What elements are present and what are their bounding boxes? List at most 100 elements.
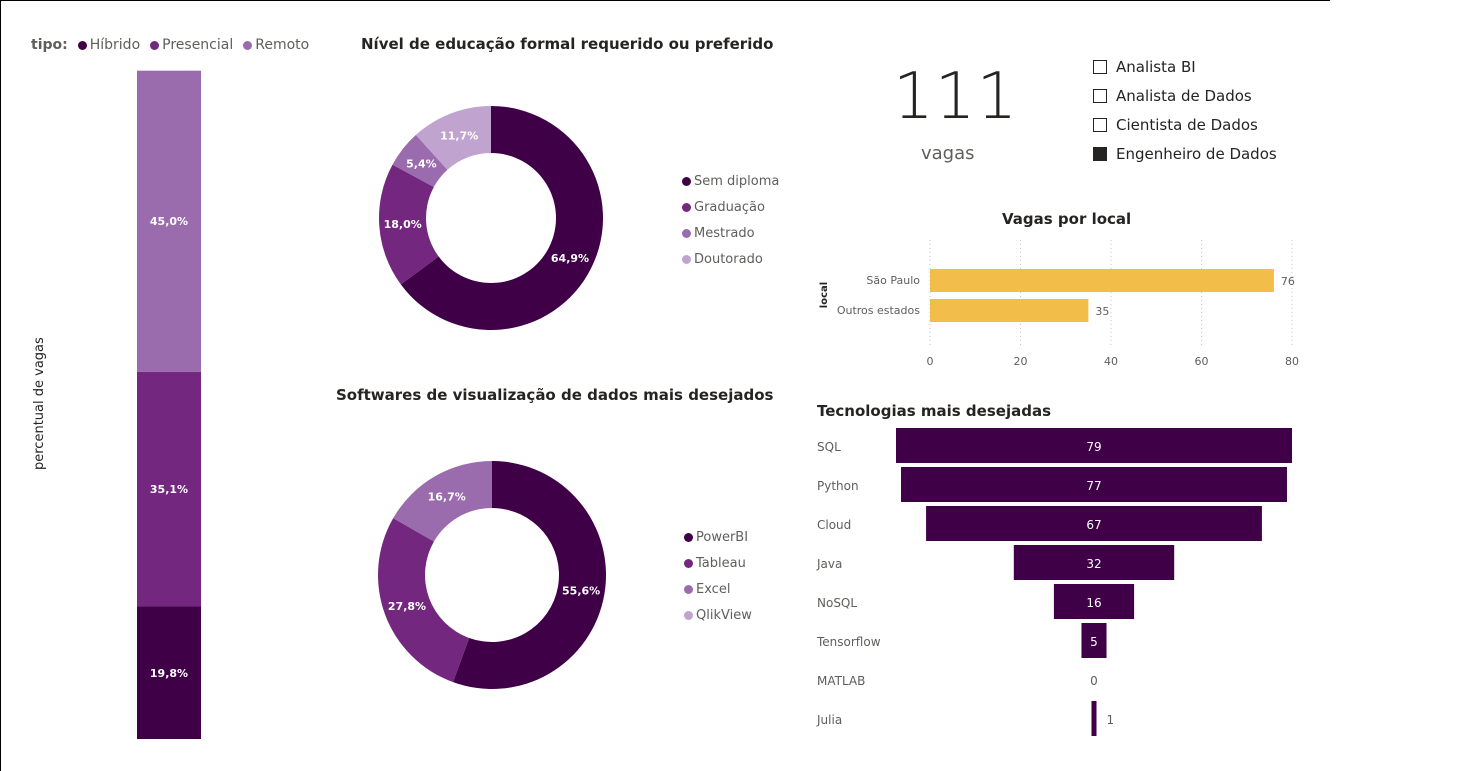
funnel-data-label: 67 [1086, 518, 1101, 532]
legend-item-mestrado[interactable]: Mestrado [682, 226, 779, 241]
funnel-category-label: Tensorflow [816, 635, 881, 649]
legend-item-presencial[interactable]: Presencial [150, 37, 233, 53]
y-axis-title: local [819, 282, 830, 308]
education-legend: Sem diploma Graduação Mestrado Doutorado [682, 174, 783, 278]
legend-label: Presencial [162, 37, 234, 53]
checkbox[interactable] [1093, 88, 1107, 103]
bar-data-label: 35 [1095, 305, 1109, 318]
funnel-bar [926, 506, 1262, 541]
funnel-category-label: Cloud [817, 518, 851, 532]
legend-dot [243, 40, 253, 50]
donut-slice-sem-diploma [400, 106, 603, 330]
legend-item-excel[interactable]: Excel [684, 582, 752, 597]
funnel-data-label: 77 [1086, 479, 1101, 493]
legend-item-doutorado[interactable]: Doutorado [682, 252, 779, 267]
donut-slice-excel [393, 461, 492, 542]
kpi-label: vagas [921, 143, 975, 164]
donut-data-label: 11,7% [440, 129, 478, 142]
funnel-category-label: MATLAB [817, 674, 865, 688]
funnel-data-label: 0 [1090, 674, 1098, 688]
donut-data-label: 5,4% [406, 157, 437, 170]
funnel-category-label: Julia [816, 713, 842, 727]
software-chart-title: Softwares de visualização de dados mais … [336, 386, 774, 404]
legend-label: Híbrido [89, 37, 141, 53]
checkbox[interactable] [1093, 146, 1107, 161]
checkbox[interactable] [1093, 59, 1107, 74]
slicer-label: Cientista de Dados [1116, 115, 1258, 134]
software-donut-chart: 55,6% 27,8% 16,7% [378, 461, 606, 689]
legend-dot [682, 229, 691, 238]
funnel-bar [1081, 623, 1107, 658]
slicer-item-analista-bi[interactable]: Analista BI [1093, 52, 1277, 81]
bar-data-label: 76 [1281, 275, 1295, 288]
legend-label: Excel [696, 582, 731, 597]
funnel-bar [1053, 584, 1135, 619]
education-donut-chart: 64,9% 18,0% 5,4% 11,7% [379, 106, 603, 330]
y-tick-label: São Paulo [866, 274, 920, 287]
legend-item-remoto[interactable]: Remoto [243, 37, 309, 53]
slicer-item-engenheiro-de-dados[interactable]: Engenheiro de Dados [1093, 139, 1277, 168]
tech-chart-title: Tecnologias mais desejadas [817, 402, 1051, 420]
funnel-bar [901, 467, 1287, 502]
funnel-data-label: 1 [1107, 713, 1115, 727]
x-tick-label: 40 [1104, 355, 1118, 368]
kpi-value: 111 [893, 60, 1019, 134]
stacked-legend: tipo: Híbrido Presencial Remoto [31, 37, 313, 53]
funnel-category-label: Python [817, 479, 859, 493]
role-slicer: Analista BI Analista de Dados Cientista … [1093, 52, 1277, 168]
legend-label: Graduação [694, 200, 765, 215]
donut-data-label: 16,7% [428, 491, 466, 504]
stacked-data-label: 35,1% [150, 483, 188, 496]
y-tick-label: Outros estados [837, 304, 920, 317]
legend-item-qlikview[interactable]: QlikView [684, 608, 752, 623]
donut-slice-powerbi [453, 461, 606, 689]
x-tick-label: 20 [1014, 355, 1028, 368]
stacked-data-label: 45,0% [150, 215, 188, 228]
funnel-category-label: Java [816, 557, 842, 571]
legend-item-graduacao[interactable]: Graduação [682, 200, 779, 215]
slicer-label: Engenheiro de Dados [1116, 144, 1277, 163]
location-chart-title: Vagas por local [1002, 210, 1132, 228]
legend-dot [682, 255, 691, 264]
donut-slice-graduação [379, 164, 439, 285]
legend-dot [150, 40, 160, 50]
donut-slice-tableau [378, 518, 470, 683]
donut-slice-mestrado [392, 134, 448, 188]
legend-dot [684, 533, 693, 542]
legend-label: Doutorado [694, 252, 763, 267]
tech-funnel-chart: SQL 79 Python 77 Cloud 67 Java 32 NoSQL 16 Tensorf… [816, 428, 1292, 736]
legend-dot [682, 203, 691, 212]
slicer-label: Analista BI [1116, 57, 1196, 76]
slicer-label: Analista de Dados [1116, 86, 1252, 105]
funnel-bar [1013, 545, 1175, 580]
software-legend: PowerBI Tableau Excel QlikView [684, 530, 756, 634]
donut-slice-doutorado [415, 106, 491, 170]
stacked-column-chart: 19,8% 35,1% 45,0% [137, 70, 201, 739]
funnel-category-label: NoSQL [817, 596, 857, 610]
donut-data-label: 27,8% [388, 600, 426, 613]
funnel-data-label: 79 [1086, 440, 1101, 454]
legend-label: PowerBI [696, 530, 749, 545]
x-tick-label: 0 [927, 355, 934, 368]
legend-item-tableau[interactable]: Tableau [684, 556, 752, 571]
location-bar-chart: 0 20 40 60 80 São Paulo 76 Outros estados 35 loca… [819, 240, 1299, 368]
legend-dot [684, 585, 693, 594]
checkbox[interactable] [1093, 117, 1107, 132]
legend-item-hibrido[interactable]: Híbrido [77, 37, 141, 53]
donut-data-label: 18,0% [384, 218, 422, 231]
location-bar [930, 299, 1089, 322]
slicer-item-analista-de-dados[interactable]: Analista de Dados [1093, 81, 1277, 110]
legend-label: Sem diploma [694, 174, 780, 189]
donut-data-label: 55,6% [562, 585, 600, 598]
legend-dot [684, 611, 693, 620]
legend-title: tipo: [31, 37, 68, 53]
legend-item-powerbi[interactable]: PowerBI [684, 530, 752, 545]
funnel-bar [896, 428, 1292, 463]
funnel-data-label: 5 [1090, 635, 1098, 649]
legend-item-sem-diploma[interactable]: Sem diploma [682, 174, 779, 189]
funnel-category-label: SQL [817, 440, 841, 454]
slicer-item-cientista-de-dados[interactable]: Cientista de Dados [1093, 110, 1277, 139]
funnel-data-label: 32 [1086, 557, 1101, 571]
stacked-segment-remoto [137, 70, 201, 372]
legend-label: Mestrado [694, 226, 755, 241]
